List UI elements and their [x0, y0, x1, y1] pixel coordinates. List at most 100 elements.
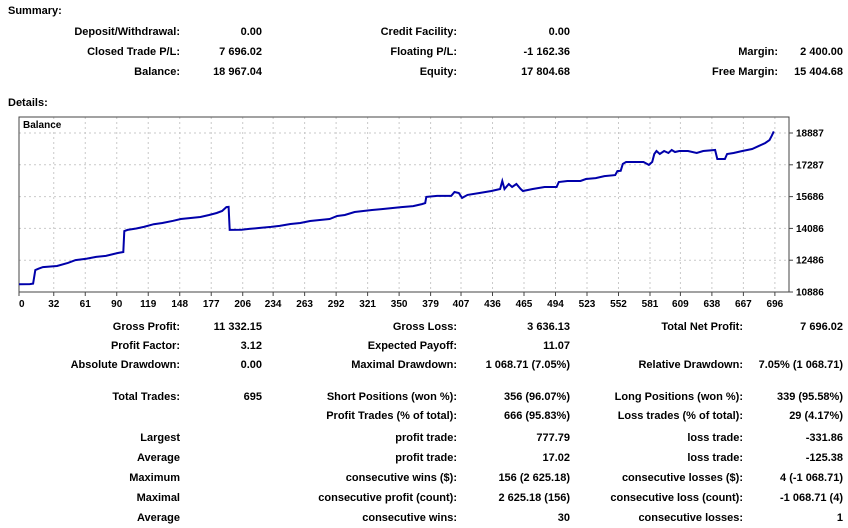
x-tick-label: 263 [296, 299, 313, 310]
stat-value [180, 468, 262, 488]
stat-value: 3.12 [240, 340, 262, 352]
y-tick-label: 14086 [796, 224, 824, 235]
stat-row: Profit Factor: 3.12 Expected Payoff: 11.07 [0, 337, 843, 356]
y-tick-label: 15686 [796, 192, 824, 203]
stat-row: Absolute Drawdown: 0.00 Maximal Drawdown: 1… [0, 356, 843, 375]
stat-label: Deposit/Withdrawal: [74, 26, 180, 38]
stat-row: Average consecutive wins: 30 consecutive lo… [0, 508, 843, 528]
x-tick-label: 61 [80, 299, 92, 310]
stat-label: Relative Drawdown: [638, 359, 743, 371]
stat-value: 7 696.02 [800, 321, 843, 333]
x-tick-label: 581 [642, 299, 659, 310]
stat-value [180, 428, 262, 448]
stat-label: Long Positions (won %): [614, 391, 743, 403]
stat-label: Expected Payoff: [367, 340, 457, 352]
stat-value: 666 (95.83%) [503, 410, 570, 422]
stat-row: Average profit trade: 17.02 loss trade: -125… [0, 448, 843, 468]
stat-label: profit trade: [395, 452, 457, 464]
stat-value: 2 400.00 [800, 46, 843, 58]
stat-value: 7.05% (1 068.71) [758, 359, 843, 371]
stat-label: consecutive profit (count): [318, 492, 457, 504]
stat-value: -331.86 [805, 432, 843, 444]
stat-label: loss trade: [687, 452, 743, 464]
plot-border [18, 116, 790, 293]
stat-value: 356 (96.07%) [503, 391, 570, 403]
x-tick-label: 609 [672, 299, 689, 310]
stat-label: profit trade: [395, 432, 457, 444]
stat-value: 30 [557, 512, 570, 524]
stat-value: 3 636.13 [527, 321, 570, 333]
stat-label: Equity: [419, 66, 457, 78]
stat-row: Balance: 18 967.04 Equity: 17 804.68 Free Ma… [0, 62, 843, 82]
x-tick-label: 90 [111, 299, 123, 310]
stat-value: 15 404.68 [794, 66, 843, 78]
stat-value: 4 (-1 068.71) [780, 472, 843, 484]
stat-label: Gross Loss: [392, 321, 457, 333]
stat-value: 156 (2 625.18) [498, 472, 570, 484]
summary-section-title: Summary: [8, 5, 62, 17]
stat-value: 695 [243, 391, 262, 403]
stat-label: consecutive losses: [638, 512, 743, 524]
stat-row: Largest profit trade: 777.79 loss trade: -33… [0, 428, 843, 448]
y-tick-label: 18887 [796, 129, 824, 140]
x-tick-label: 177 [203, 299, 220, 310]
stat-value: 0.00 [240, 359, 262, 371]
stat-label: consecutive wins: [362, 512, 457, 524]
stat-label [570, 337, 743, 356]
stat-value [180, 448, 262, 468]
stat-label: consecutive loss (count): [610, 492, 743, 504]
stat-label: loss trade: [687, 432, 743, 444]
stat-label: Free Margin: [711, 66, 778, 78]
stat-value: 1 068.71 (7.05%) [485, 359, 570, 371]
stat-value: 17.02 [542, 452, 570, 464]
stat-value: 1 [836, 512, 843, 524]
stat-value: -125.38 [805, 452, 843, 464]
stat-label: Margin: [738, 46, 778, 58]
stat-row: Closed Trade P/L: 7 696.02 Floating P/L: -1… [0, 42, 843, 62]
stat-label: Maximum [129, 472, 180, 484]
stat-value [778, 22, 843, 42]
x-tick-label: 407 [453, 299, 470, 310]
stat-label: Maximal [136, 492, 180, 504]
stat-label [570, 22, 778, 42]
stat-label: Largest [140, 432, 180, 444]
x-tick-label: 523 [579, 299, 596, 310]
stat-label: Short Positions (won %): [326, 391, 457, 403]
x-tick-label: 350 [391, 299, 408, 310]
summary-rows: Deposit/Withdrawal: 0.00 Credit Facility: 0… [0, 22, 843, 82]
stat-label: Credit Facility: [380, 26, 457, 38]
details-profit-rows: Gross Profit: 11 332.15 Gross Loss: 3 636.1… [0, 318, 843, 375]
stat-label: Maximal Drawdown: [351, 359, 457, 371]
stat-row: Profit Trades (% of total): 666 (95.83%) L… [0, 407, 843, 426]
stat-label: Balance: [134, 66, 180, 78]
stat-label: Gross Profit: [112, 321, 180, 333]
stat-label: Average [136, 452, 180, 464]
stat-row: Total Trades: 695 Short Positions (won %):… [0, 388, 843, 407]
stat-value: 777.79 [536, 432, 570, 444]
x-tick-label: 32 [48, 299, 60, 310]
stat-row: Maximal consecutive profit (count): 2 625.… [0, 488, 843, 508]
stat-value: 29 (4.17%) [789, 410, 843, 422]
stat-label: Total Trades: [112, 391, 180, 403]
stat-label: consecutive losses ($): [621, 472, 743, 484]
stat-value: 11.07 [543, 340, 570, 352]
stat-label: Total Net Profit: [661, 321, 743, 333]
stat-value: 11 332.15 [213, 321, 262, 333]
x-tick-label: 119 [140, 299, 157, 310]
stat-label: Profit Factor: [110, 340, 180, 352]
balance-line [18, 130, 775, 286]
details-section-title: Details: [8, 97, 48, 109]
balance-chart: 0 32 61 90 119 148 177 206 234 263 292 321 350 379 407… [14, 112, 848, 314]
chart-legend-label: Balance [23, 120, 62, 131]
stat-label: Closed Trade P/L: [87, 46, 180, 58]
x-tick-label: 292 [328, 299, 345, 310]
x-tick-label: 436 [484, 299, 501, 310]
x-tick-label: 696 [767, 299, 784, 310]
x-tick-label: 234 [265, 299, 282, 310]
x-tick-label: 379 [422, 299, 439, 310]
stat-label: Absolute Drawdown: [70, 359, 180, 371]
x-tick-label: 552 [610, 299, 627, 310]
x-tick-label: 0 [19, 299, 25, 310]
stat-value [743, 337, 843, 356]
